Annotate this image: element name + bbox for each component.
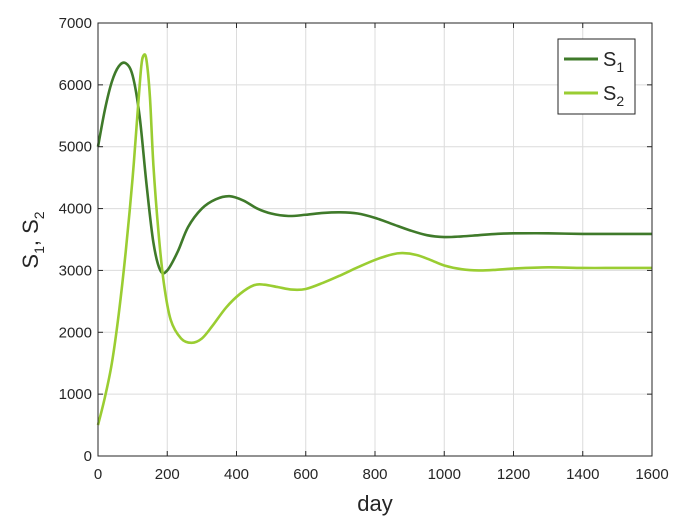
y-axis-title: S1, S2 xyxy=(18,211,47,268)
legend-box xyxy=(557,38,636,115)
y-tick-label: 2000 xyxy=(59,324,92,341)
y-tick-label: 5000 xyxy=(59,139,92,156)
series-line-s1 xyxy=(96,61,652,275)
x-tick-label: 1600 xyxy=(635,466,668,483)
y-axis-ticks: 0 1000 2000 3000 4000 5000 6000 7000 xyxy=(59,15,652,465)
x-tick-label: 1200 xyxy=(497,466,530,483)
series-line-s2 xyxy=(96,53,652,426)
x-tick-label: 0 xyxy=(94,466,102,483)
y-tick-label: 3000 xyxy=(59,262,92,279)
x-tick-label: 200 xyxy=(155,466,180,483)
y-tick-label: 0 xyxy=(84,448,92,465)
x-tick-label: 1000 xyxy=(428,466,461,483)
y-tick-label: 4000 xyxy=(59,201,92,218)
legend: S1 S2 xyxy=(557,38,636,115)
legend-label-s1: S1 xyxy=(603,49,624,75)
x-tick-label: 600 xyxy=(293,466,318,483)
series-lines xyxy=(96,53,652,426)
x-tick-label: 400 xyxy=(224,466,249,483)
x-axis-title: day xyxy=(357,491,392,516)
y-tick-label: 1000 xyxy=(59,386,92,403)
y-tick-label: 6000 xyxy=(59,77,92,94)
x-tick-label: 1400 xyxy=(566,466,599,483)
x-axis-ticks: 0 200 400 600 800 1000 1200 1400 1600 xyxy=(94,23,669,483)
legend-label-s2: S2 xyxy=(603,83,624,109)
y-tick-label: 7000 xyxy=(59,15,92,32)
x-tick-label: 800 xyxy=(362,466,387,483)
